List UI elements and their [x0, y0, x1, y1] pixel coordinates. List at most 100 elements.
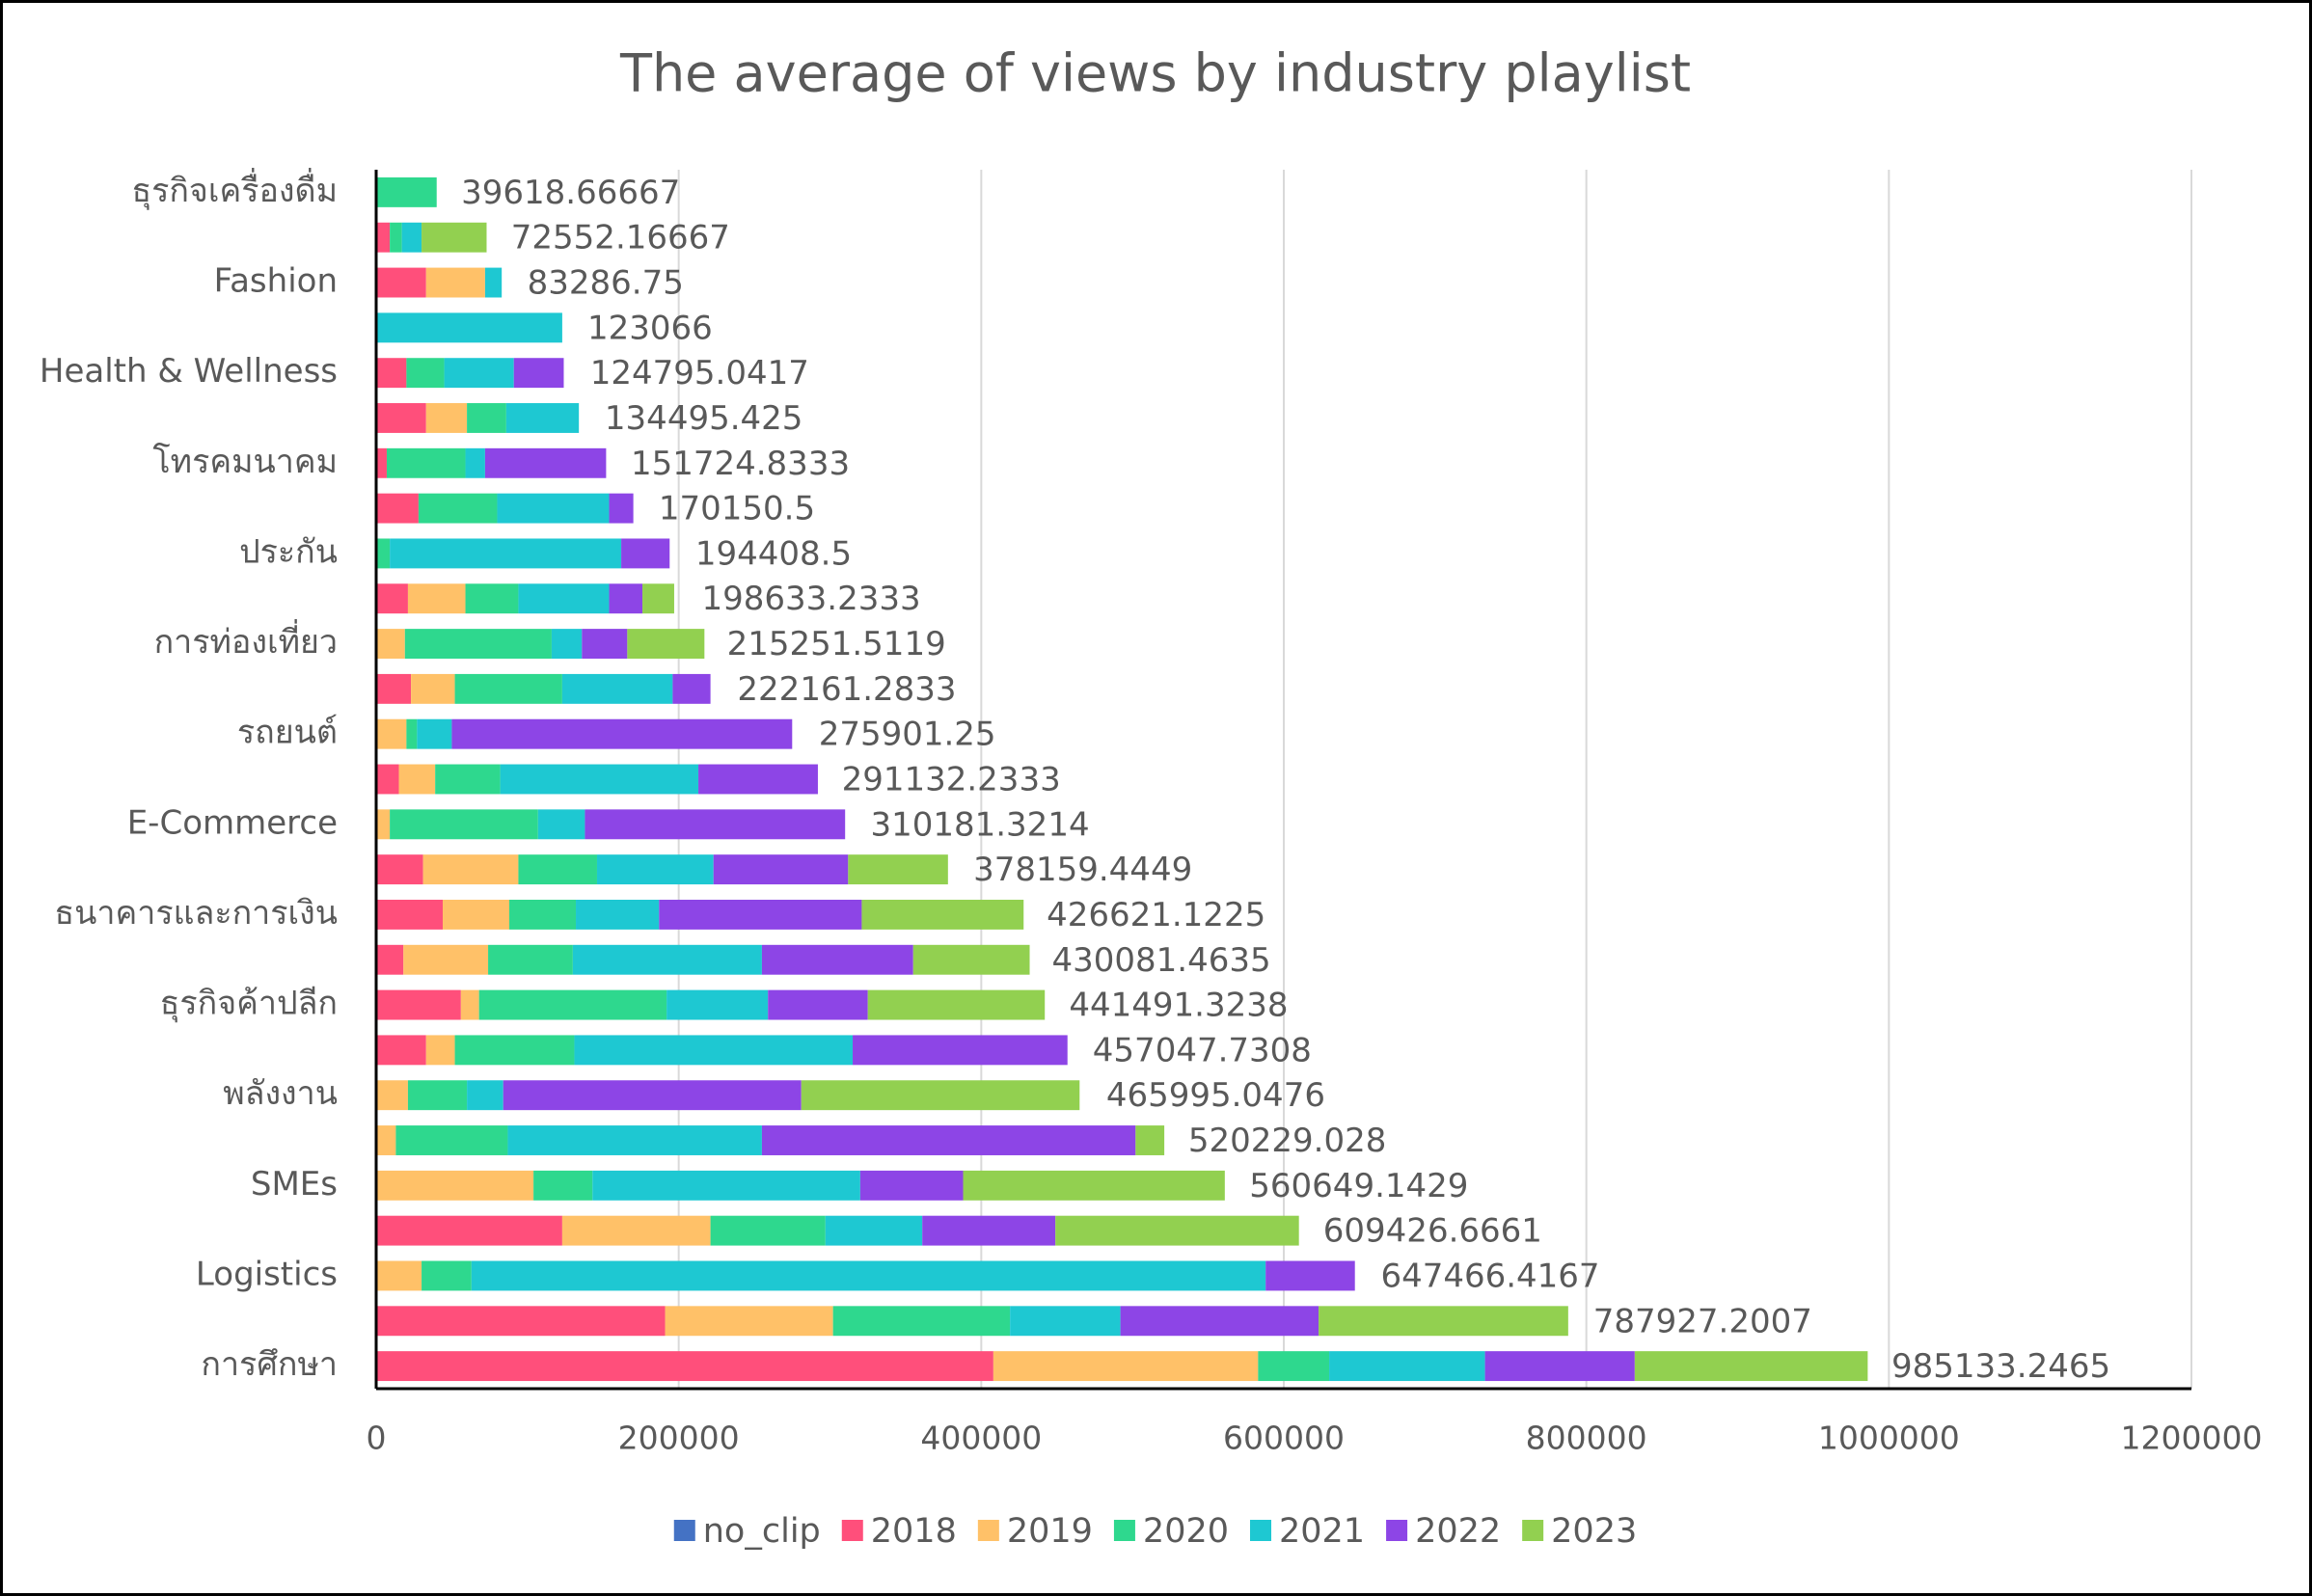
bar-segment [401, 222, 422, 253]
bar-segment [867, 989, 1046, 1020]
bar-segment [460, 989, 479, 1020]
bar-segment [666, 989, 769, 1020]
total-label: 465995.0476 [1106, 1076, 1325, 1115]
bar-segment [585, 809, 846, 840]
x-tick-label: 1000000 [1818, 1420, 1960, 1457]
bar-segment [698, 764, 818, 795]
bar-segment [417, 718, 452, 749]
bar-segment [1329, 1351, 1485, 1382]
bar-segment [376, 176, 437, 207]
total-label: 787927.2007 [1593, 1302, 1812, 1340]
y-tick-label: พลังงาน [223, 1074, 338, 1113]
bar-segment [861, 899, 1024, 930]
bar-segment [467, 1080, 503, 1111]
bar-segment [376, 1080, 408, 1111]
bar-segment [710, 1215, 826, 1246]
x-tick-label: 200000 [618, 1420, 740, 1457]
bar-segment [407, 1080, 468, 1111]
bar-segment [963, 1170, 1225, 1201]
bar-segment [376, 312, 562, 343]
bar-segment [1135, 1125, 1165, 1155]
bar-segment [621, 538, 670, 569]
bar-segment [376, 1215, 562, 1246]
bar-segment [761, 944, 913, 975]
bar-segment [596, 854, 714, 885]
bar-segment [761, 1125, 1136, 1155]
bar-segment [478, 989, 667, 1020]
bar-segment [509, 899, 577, 930]
bar-segment [376, 447, 387, 478]
bar-segment [376, 764, 399, 795]
x-tick-label: 0 [367, 1420, 387, 1457]
bar-segment [993, 1351, 1259, 1382]
y-tick-label: Logistics [196, 1255, 338, 1293]
bar-segment [912, 944, 1030, 975]
y-tick-label: E-Commerce [127, 803, 338, 842]
bar-segment [444, 358, 514, 389]
total-label: 457047.7308 [1093, 1031, 1312, 1069]
bar-segment [376, 1035, 426, 1066]
bar-segment [376, 1170, 534, 1201]
bar-segment [672, 673, 711, 704]
bar-segment [390, 538, 622, 569]
bar-segment [659, 899, 862, 930]
bar-segment [825, 1215, 923, 1246]
bar-segment [551, 629, 583, 660]
bar-segment [406, 358, 445, 389]
total-label: 310181.3214 [870, 805, 1089, 844]
x-tick-label: 400000 [920, 1420, 1042, 1457]
y-tick-label: รถยนต์ [237, 714, 338, 752]
bar-segment [403, 944, 489, 975]
x-tick-label: 600000 [1223, 1420, 1345, 1457]
bar-segment [390, 809, 538, 840]
bar-segment [513, 358, 564, 389]
bar-segment [537, 809, 585, 840]
bar-segment [376, 1125, 396, 1155]
legend-swatch [1522, 1520, 1544, 1541]
bar-segment [572, 944, 762, 975]
bar-segment [376, 944, 404, 975]
y-tick-label: SMEs [251, 1165, 338, 1204]
bar-segment [465, 583, 519, 614]
bar-segment [376, 1306, 666, 1337]
bar-segment [435, 764, 501, 795]
bar-segment [488, 944, 573, 975]
total-label: 378159.4449 [973, 851, 1192, 889]
bar-segment [376, 267, 426, 298]
bar-segment [1634, 1351, 1868, 1382]
legend-label: 2019 [1007, 1512, 1093, 1551]
bar-segment [398, 764, 436, 795]
bar-segment [642, 583, 674, 614]
bar-segment [443, 899, 510, 930]
x-tick-label: 1200000 [2121, 1420, 2263, 1457]
bar-segment [768, 989, 868, 1020]
bar-segment [454, 1035, 575, 1066]
total-label: 560649.1429 [1249, 1167, 1468, 1205]
legend-swatch [1386, 1520, 1408, 1541]
bar-segment [665, 1306, 833, 1337]
legend-swatch [977, 1520, 999, 1541]
y-tick-label: ธุรกิจเครื่องดื่ม [131, 168, 338, 210]
bar-segment [467, 403, 506, 433]
bar-segment [376, 403, 426, 433]
bar-segment [376, 673, 412, 704]
bar-segment [407, 583, 466, 614]
bar-segment [422, 1260, 472, 1291]
bar-segment [832, 1306, 1011, 1337]
bar-segment [505, 403, 580, 433]
total-label: 72552.16667 [511, 219, 730, 257]
bar-segment [848, 854, 948, 885]
bar-segment [1484, 1351, 1635, 1382]
bar-segment [1010, 1306, 1121, 1337]
total-label: 194408.5 [695, 534, 852, 573]
bar-segment [1258, 1351, 1330, 1382]
total-label: 430081.4635 [1052, 941, 1271, 980]
total-label: 985133.2465 [1891, 1347, 2110, 1386]
legend-label: 2022 [1415, 1512, 1501, 1551]
bar-segment [376, 899, 444, 930]
bar-segment [406, 718, 418, 749]
total-label: 124795.0417 [590, 354, 809, 392]
bar-segment [376, 809, 391, 840]
bar-segment [376, 989, 461, 1020]
total-label: 83286.75 [528, 264, 684, 303]
